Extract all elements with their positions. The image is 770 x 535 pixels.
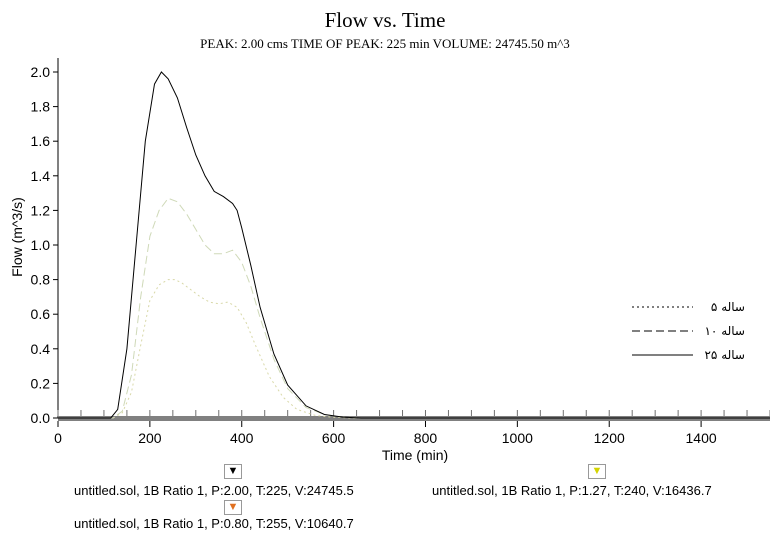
x-tick-label: 1000 — [502, 430, 533, 446]
y-tick-label: 0.2 — [31, 375, 51, 391]
y-tick-label: 2.0 — [31, 64, 51, 80]
ticks-layer: 0 200 400 600 800 1000 1200 1400 0.0 0.2 0.4 0.6 0.8… — [31, 64, 717, 446]
triangle-down-icon: ▼ — [227, 465, 239, 477]
legend: ۵ ساله ۱۰ ساله ۲۵ ساله — [632, 300, 745, 362]
cursor-marker-2[interactable]: ▼ — [588, 464, 606, 479]
series-line-1 — [58, 279, 770, 419]
triangle-down-icon: ▼ — [591, 465, 603, 477]
y-tick-label: 1.4 — [31, 168, 51, 184]
x-tick-label: 400 — [230, 430, 254, 446]
series-line-3 — [58, 71, 770, 419]
chart-subtitle: PEAK: 2.00 cms TIME OF PEAK: 225 min VOL… — [200, 36, 570, 51]
x-tick-label: 600 — [322, 430, 346, 446]
y-tick-label: 0.6 — [31, 306, 51, 322]
y-tick-label: 1.6 — [31, 133, 51, 149]
legend-label-1: ۵ ساله — [711, 300, 745, 314]
y-tick-label: 0.8 — [31, 272, 51, 288]
x-tick-label: 1200 — [594, 430, 625, 446]
chart-title: Flow vs. Time — [324, 8, 446, 32]
x-tick-label: 800 — [414, 430, 438, 446]
x-axis-label: Time (min) — [382, 447, 448, 463]
legend-label-2: ۱۰ ساله — [704, 324, 745, 338]
cursor-marker-1[interactable]: ▼ — [224, 464, 242, 479]
y-tick-label: 0.0 — [31, 410, 51, 426]
triangle-down-icon: ▼ — [227, 501, 239, 513]
series-layer — [58, 71, 770, 419]
y-tick-label: 1.8 — [31, 99, 51, 115]
cursor-marker-3[interactable]: ▼ — [224, 500, 242, 515]
plot-frame — [57, 58, 770, 421]
cursor-readout-1: untitled.sol, 1B Ratio 1, P:2.00, T:225,… — [74, 483, 354, 498]
y-axis-label: Flow (m^3/s) — [9, 197, 25, 277]
cursor-readout-3: untitled.sol, 1B Ratio 1, P:0.80, T:255,… — [74, 516, 354, 531]
cursor-readout-2: untitled.sol, 1B Ratio 1, P:1.27, T:240,… — [432, 483, 712, 498]
y-tick-label: 0.4 — [31, 341, 51, 357]
x-tick-label: 200 — [138, 430, 162, 446]
x-tick-label: 1400 — [686, 430, 717, 446]
y-tick-label: 1.0 — [31, 237, 51, 253]
y-tick-label: 1.2 — [31, 202, 51, 218]
legend-label-3: ۲۵ ساله — [704, 348, 745, 362]
x-tick-label: 0 — [54, 430, 62, 446]
series-line-2 — [58, 197, 770, 419]
